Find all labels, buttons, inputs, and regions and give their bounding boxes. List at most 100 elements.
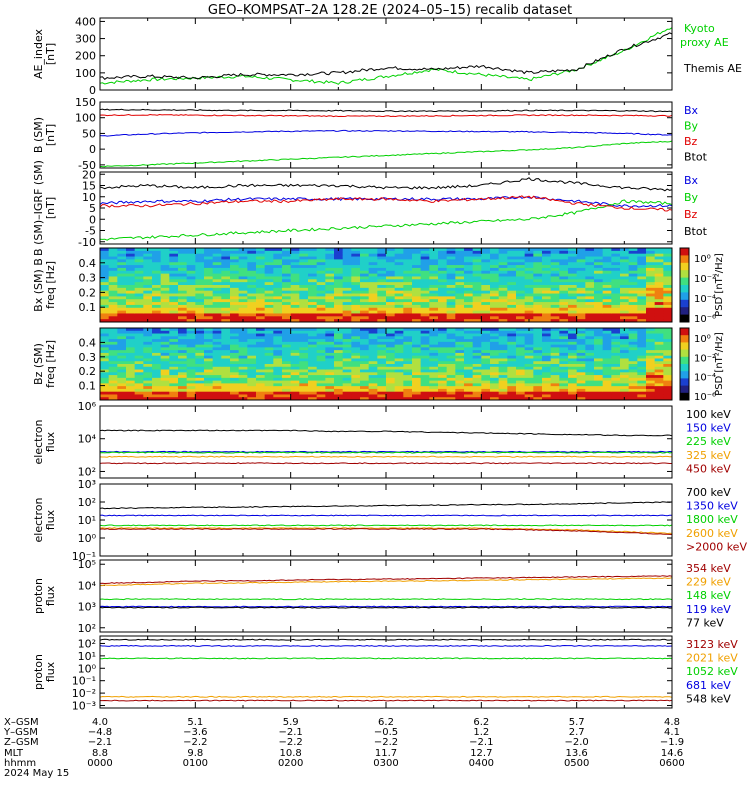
spectrogram-cell (273, 352, 283, 357)
spectrogram-cell (204, 273, 214, 277)
ytick-label: 10² (78, 637, 96, 650)
spectrogram-cell (568, 383, 578, 387)
spectrogram-cell (230, 302, 240, 306)
spectrogram-cell (516, 361, 526, 365)
spectrogram-cell (299, 267, 309, 272)
spectrogram-cell (152, 279, 162, 283)
series-line-Bz (99, 113, 673, 118)
spectrogram-cell (429, 282, 439, 286)
spectrogram-cell (169, 270, 179, 275)
spectrogram-cell (108, 285, 118, 289)
spectrogram-cell (100, 279, 110, 283)
spectrogram-cell (204, 302, 214, 306)
spectrogram-cell (412, 333, 422, 337)
spectrogram-cell (637, 267, 647, 272)
spectrogram-cell (498, 364, 508, 368)
spectrogram-cell (316, 299, 326, 303)
spectrogram-cell (446, 333, 456, 337)
spectrogram-cell (290, 250, 300, 255)
spectrogram-cell (637, 304, 647, 309)
spectrogram-cell (117, 344, 127, 348)
spectrogram-cell (524, 369, 534, 373)
spectrogram-cell (498, 256, 508, 260)
spectrogram-cell (412, 336, 422, 340)
spectrogram-cell (533, 293, 543, 297)
spectrogram-cell (360, 265, 370, 269)
spectrogram-cell (446, 383, 456, 387)
spectrogram-cell (169, 307, 179, 312)
spectrogram-cell (472, 265, 482, 269)
spectrogram-cell (663, 386, 673, 390)
spectrogram-cell (663, 310, 673, 314)
spectrogram-cell (646, 265, 656, 269)
spectrogram-cell (542, 383, 552, 387)
spectrogram-cell (264, 319, 274, 323)
spectrogram-cell (438, 339, 448, 343)
spectrogram-cell (602, 250, 612, 255)
spectrogram-cell (325, 250, 335, 255)
spectrogram-cell (412, 310, 422, 314)
spectrogram-cell (178, 248, 188, 252)
spectrogram-cell (438, 270, 448, 275)
spectrogram-cell (290, 304, 300, 309)
spectrogram-cell (663, 250, 673, 255)
spectrogram-cell (308, 313, 318, 317)
spectrogram-cell (299, 253, 309, 257)
spectrogram-cell (403, 279, 413, 283)
spectrogram-cell (212, 310, 222, 314)
spectrogram-cell (230, 316, 240, 320)
spectrogram-cell (464, 361, 474, 365)
spectrogram-cell (212, 273, 222, 277)
spectrogram-cell (117, 328, 127, 332)
spectrogram-cell (394, 336, 404, 340)
spectrogram-cell (351, 282, 361, 286)
spectrogram-cell (646, 310, 656, 314)
spectrogram-cell (195, 265, 205, 269)
spectrogram-cell (160, 352, 170, 357)
spectrogram-cell (108, 304, 118, 309)
colorbar-segment (680, 277, 689, 286)
spectrogram-cell (394, 293, 404, 297)
spectrogram-cell (559, 388, 569, 393)
spectrogram-cell (360, 296, 370, 300)
spectrogram-cell (290, 296, 300, 300)
spectrogram-cell (308, 299, 318, 303)
spectrogram-cell (204, 372, 214, 376)
spectrogram-cell (342, 347, 352, 351)
spectrogram-cell (412, 339, 422, 343)
spectrogram-cell (256, 279, 266, 283)
spectrogram-cell (464, 262, 474, 266)
spectrogram-cell (186, 296, 196, 300)
footer-row-label: 2024 May 15 (4, 768, 69, 779)
spectrogram-cell (394, 276, 404, 280)
spectrogram-cell (403, 344, 413, 348)
spectrogram-cell (507, 380, 517, 384)
spectrogram-cell (195, 383, 205, 387)
spectrogram-cell (550, 313, 560, 317)
spectrogram-cell (204, 328, 214, 332)
spectrogram-cell (559, 372, 569, 376)
spectrogram-cell (568, 273, 578, 277)
spectrogram-cell (264, 328, 274, 332)
spectrogram-cell (282, 391, 292, 395)
spectrogram-cell (472, 319, 482, 323)
spectrogram-cell (195, 319, 205, 323)
spectrogram-cell (386, 250, 396, 255)
spectrogram-cell (273, 302, 283, 306)
spectrogram-cell (394, 355, 404, 359)
spectrogram-cell (100, 273, 110, 277)
spectrogram-cell (186, 352, 196, 357)
footer-cell: 4.1 (664, 727, 680, 738)
spectrogram-cell (108, 383, 118, 387)
colorbar-tick-label: 10⁻⁴ (694, 373, 716, 384)
spectrogram-cell (507, 372, 517, 376)
spectrogram-cell (464, 290, 474, 294)
colorbar-tick-label: 10⁻⁴ (694, 294, 716, 305)
colorbar-tick-label: 10⁻² (694, 353, 716, 364)
spectrogram-cell (498, 372, 508, 376)
spectrogram-cell (273, 372, 283, 376)
spectrogram-cell (238, 250, 248, 255)
spectrogram-cell (455, 375, 465, 379)
spectrogram-cell (429, 259, 439, 263)
spectrogram-cell (212, 248, 222, 252)
